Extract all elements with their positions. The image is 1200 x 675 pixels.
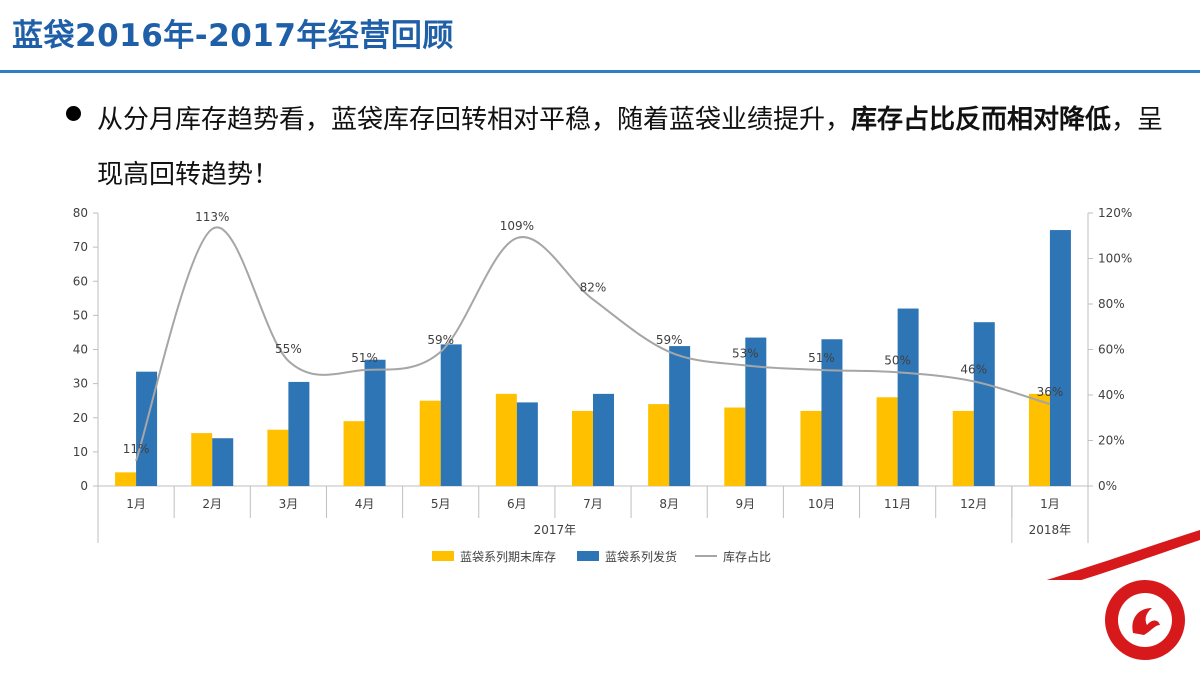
bar-inventory: [191, 433, 213, 486]
right-tick-label: 0%: [1098, 479, 1117, 493]
legend-label: 蓝袋系列期末库存: [460, 549, 556, 564]
bar-inventory: [800, 410, 822, 486]
line-data-label: 59%: [656, 333, 683, 347]
category-label: 6月: [507, 497, 527, 511]
bar-inventory: [724, 407, 746, 486]
bullet-text: 从分月库存趋势看，蓝袋库存回转相对平稳，随着蓝袋业绩提升，库存占比反而相对降低，…: [97, 93, 1177, 203]
bar-inventory: [115, 472, 137, 486]
bullet-icon: [66, 106, 81, 121]
bar-inventory: [419, 400, 441, 486]
line-data-label: 36%: [1037, 385, 1064, 399]
left-tick-label: 70: [73, 240, 88, 254]
line-data-label: 82%: [580, 280, 607, 294]
left-tick-label: 50: [73, 308, 88, 322]
bar-shipment: [897, 308, 919, 486]
bar-shipment: [669, 346, 691, 486]
left-tick-label: 40: [73, 343, 88, 357]
category-label: 10月: [808, 497, 835, 511]
bar-shipment: [821, 339, 843, 486]
bullet-text-part2: ，呈现高回转趋势！: [97, 105, 1164, 190]
left-tick-label: 20: [73, 411, 88, 425]
line-inventory-ratio: [135, 226, 1051, 462]
left-tick-label: 80: [73, 206, 88, 220]
line-data-label: 46%: [960, 362, 987, 376]
bar-inventory: [648, 404, 670, 486]
bar-inventory: [876, 397, 898, 486]
combo-chart: 0 10 20 30 40 50 60 70 80 0% 20% 40% 60% 80% 100% 120% 1…: [73, 206, 1200, 580]
line-data-label: 51%: [808, 351, 835, 365]
line-data-label: 109%: [500, 219, 534, 233]
group-label: 2017年: [534, 523, 577, 537]
right-tick-label: 100%: [1098, 252, 1132, 266]
bar-shipment: [136, 371, 158, 486]
slide-title: 蓝袋2016年-2017年经营回顾: [12, 18, 454, 54]
bar-shipment: [364, 359, 386, 486]
bar-shipment: [516, 402, 538, 486]
bar-shipment: [212, 438, 234, 486]
title-divider: [0, 70, 1200, 73]
category-label: 1月: [126, 497, 146, 511]
right-tick-label: 20%: [1098, 434, 1125, 448]
category-label: 9月: [735, 497, 755, 511]
category-label: 3月: [279, 497, 299, 511]
bar-inventory: [267, 429, 289, 486]
category-label: 4月: [355, 497, 375, 511]
brand-logo-icon: [1105, 580, 1185, 660]
category-label: 2月: [202, 497, 222, 511]
group-label: 2018年: [1029, 523, 1072, 537]
left-tick-label: 10: [73, 445, 88, 459]
legend-swatch: [577, 551, 599, 561]
bar-inventory: [495, 393, 517, 486]
legend-label: 库存占比: [723, 549, 771, 564]
line-data-label: 11%: [123, 442, 150, 456]
bar-shipment: [440, 344, 462, 486]
right-tick-label: 60%: [1098, 343, 1125, 357]
right-tick-label: 120%: [1098, 206, 1132, 220]
right-tick-label: 40%: [1098, 388, 1125, 402]
category-label: 7月: [583, 497, 603, 511]
line-data-label: 53%: [732, 346, 759, 360]
right-tick-label: 80%: [1098, 297, 1125, 311]
bullet-text-part1: 从分月库存趋势看，蓝袋库存回转相对平稳，随着蓝袋业绩提升，: [97, 105, 852, 135]
bar-shipment: [745, 337, 767, 486]
category-label: 12月: [960, 497, 987, 511]
left-tick-label: 60: [73, 274, 88, 288]
left-tick-label: 30: [73, 377, 88, 391]
line-data-label: 55%: [275, 342, 302, 356]
category-label: 5月: [431, 497, 451, 511]
bar-shipment: [593, 393, 614, 486]
brand-swoosh: [1046, 530, 1200, 580]
bullet-text-bold: 库存占比反而相对降低: [851, 105, 1112, 135]
bar-inventory: [1028, 393, 1050, 486]
category-label: 8月: [659, 497, 679, 511]
bar-shipment: [1049, 230, 1071, 486]
category-label: 11月: [884, 497, 911, 511]
category-label: 1月: [1040, 497, 1060, 511]
bar-shipment: [973, 322, 995, 486]
left-tick-label: 0: [80, 479, 88, 493]
line-data-label: 51%: [351, 351, 378, 365]
line-data-label: 113%: [195, 210, 229, 224]
legend-label: 蓝袋系列发货: [605, 549, 677, 564]
line-data-label: 50%: [884, 353, 911, 367]
bar-inventory: [572, 410, 593, 486]
bar-inventory: [952, 410, 974, 486]
bar-shipment: [288, 381, 310, 486]
bar-inventory: [343, 421, 365, 486]
legend-swatch: [432, 551, 454, 561]
line-data-label: 59%: [427, 333, 454, 347]
